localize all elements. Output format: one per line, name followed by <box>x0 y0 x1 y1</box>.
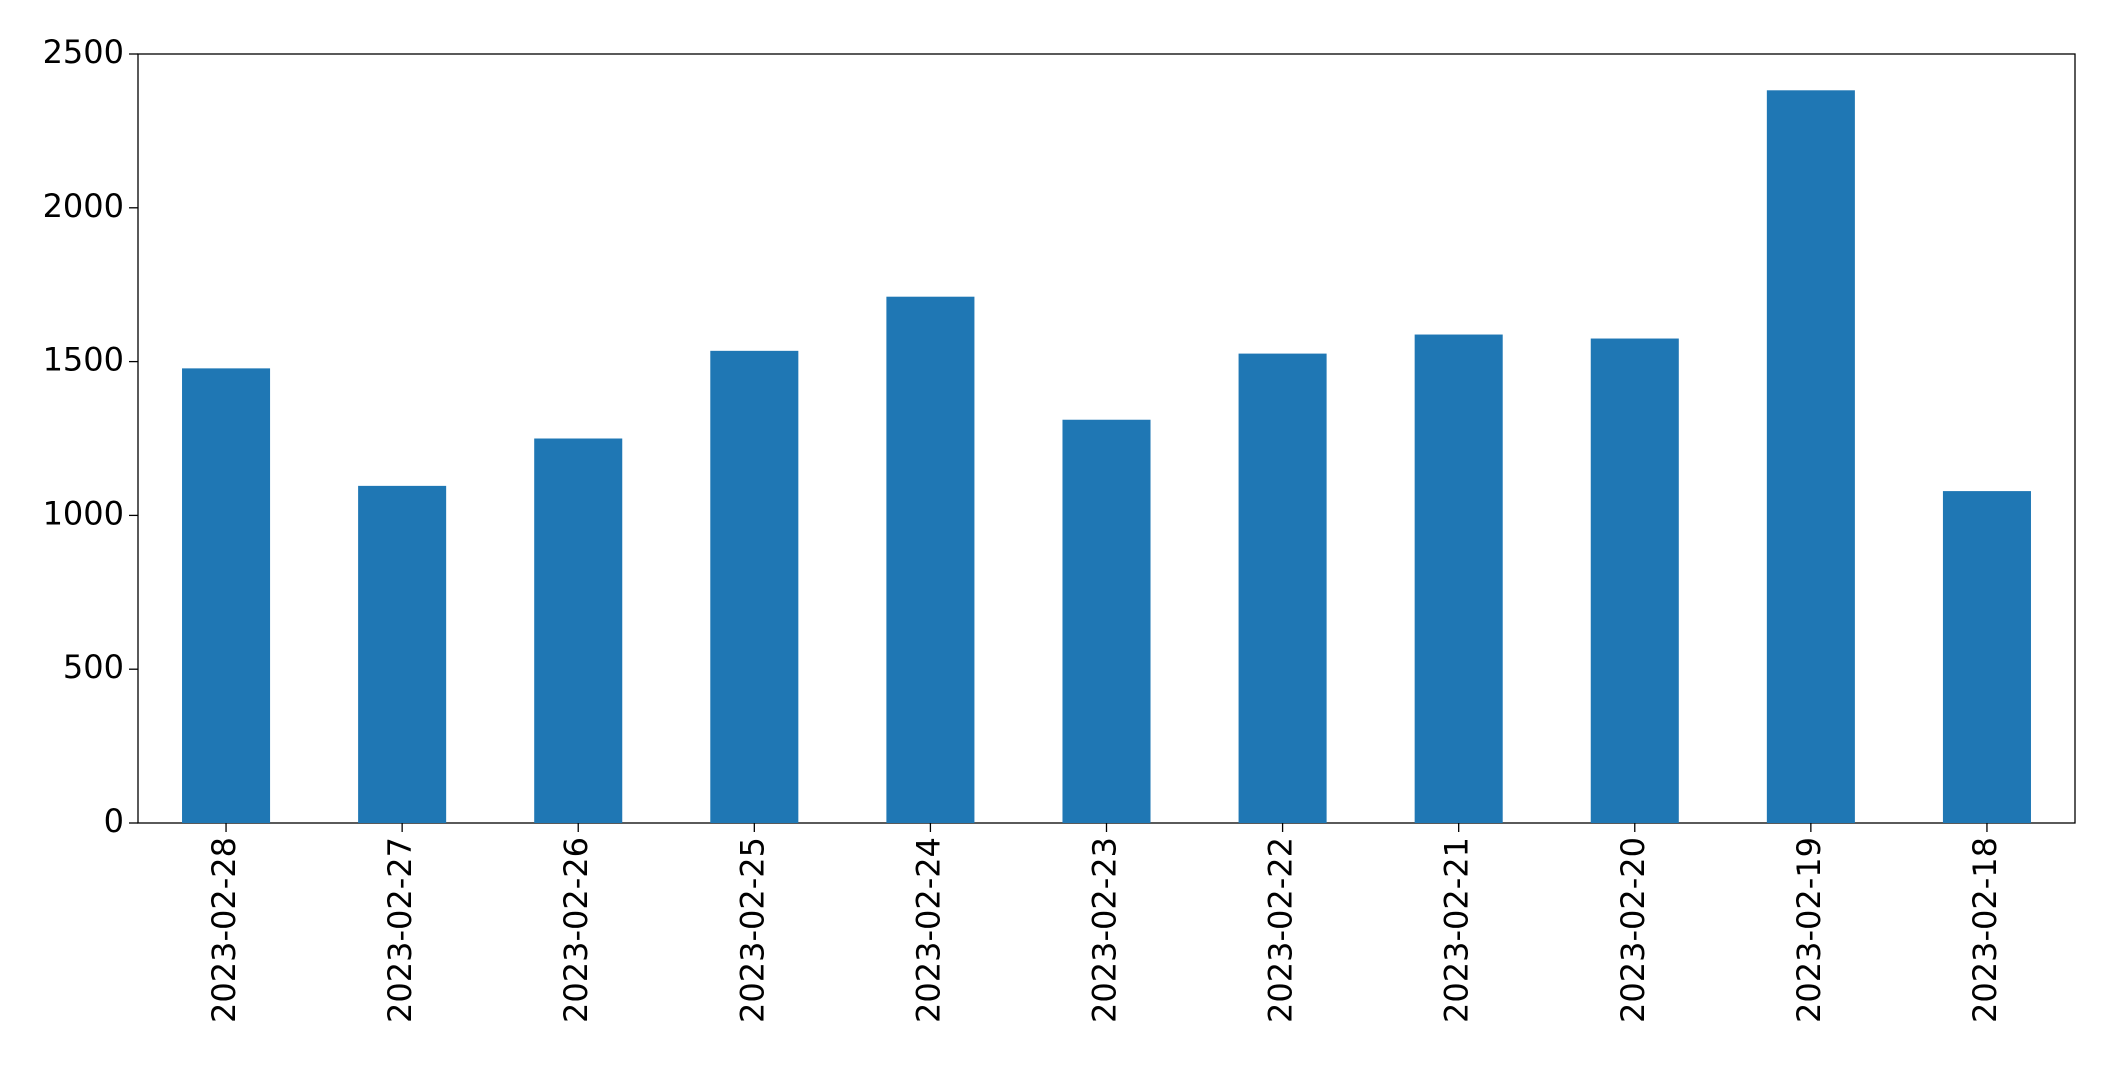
bar <box>1590 338 1679 823</box>
y-tick-label: 2500 <box>43 33 124 71</box>
bar <box>1414 334 1503 823</box>
bar <box>358 485 447 823</box>
bar <box>1942 491 2031 823</box>
bar <box>710 350 799 823</box>
y-tick-label: 500 <box>63 648 124 686</box>
x-tick-label: 2023-02-23 <box>1086 837 1124 1023</box>
y-tick-label: 1500 <box>43 341 124 379</box>
bar <box>1062 419 1151 823</box>
x-tick-label: 2023-02-27 <box>381 837 419 1023</box>
x-tick-label: 2023-02-22 <box>1262 837 1300 1023</box>
x-tick-label: 2023-02-25 <box>733 837 771 1023</box>
x-tick-label: 2023-02-21 <box>1438 837 1476 1023</box>
y-tick-label: 1000 <box>43 494 124 532</box>
x-tick-label: 2023-02-24 <box>909 837 947 1023</box>
bar <box>886 296 975 823</box>
x-tick-label: 2023-02-26 <box>557 837 595 1023</box>
x-tick-label: 2023-02-18 <box>1966 837 2004 1023</box>
bar <box>534 438 623 823</box>
y-tick-label: 0 <box>104 802 124 840</box>
x-tick-label: 2023-02-28 <box>205 837 243 1023</box>
x-tick-label: 2023-02-20 <box>1614 837 1652 1023</box>
y-tick-label: 2000 <box>43 187 124 225</box>
x-tick-label: 2023-02-19 <box>1790 837 1828 1023</box>
bar <box>182 368 271 823</box>
bar <box>1766 90 1855 823</box>
bar <box>1238 353 1327 823</box>
